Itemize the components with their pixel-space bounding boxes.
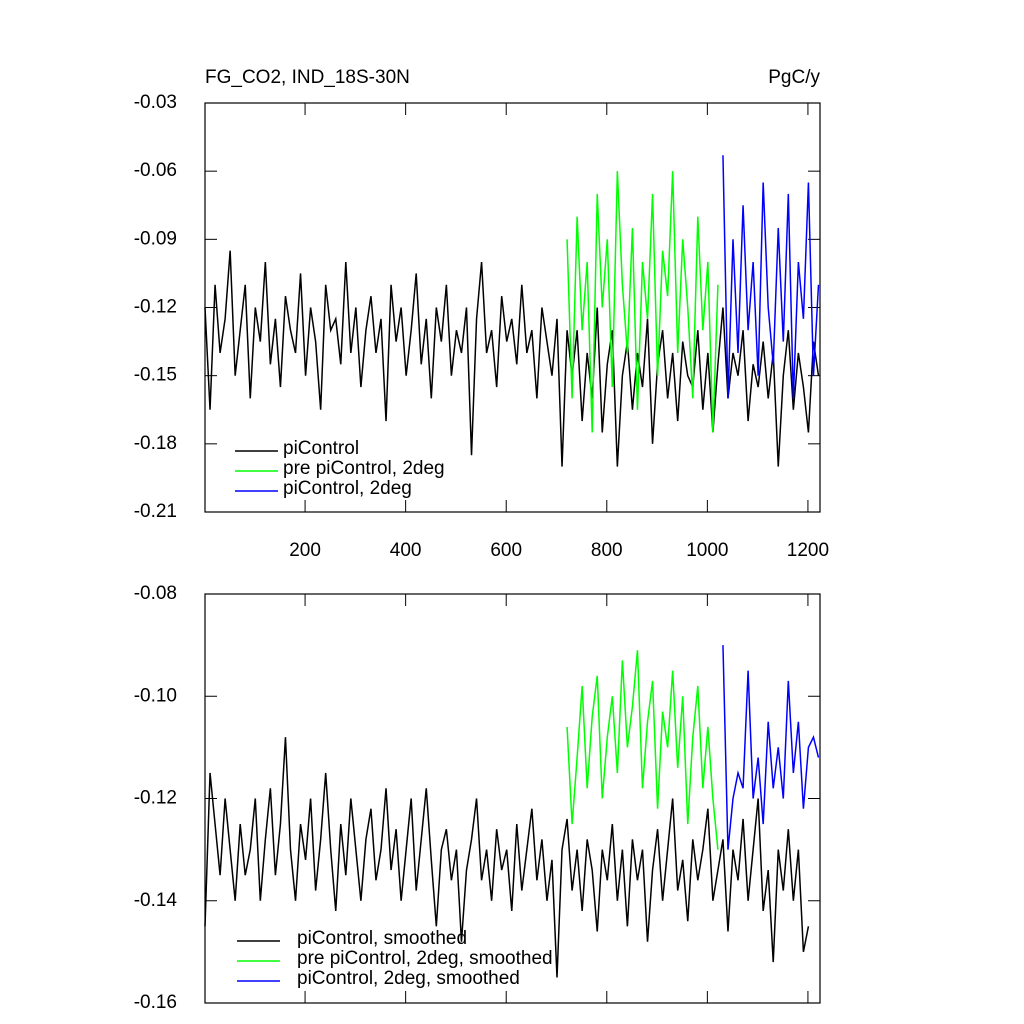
legend-label: piControl, 2deg, smoothed [297,968,520,989]
legend-label: piControl, smoothed [297,928,467,949]
series-line [566,171,719,433]
series-line [204,737,810,978]
y-tick-label: -0.03 [134,92,177,113]
x-tick-label: 800 [591,540,623,561]
y-tick-label: -0.18 [134,433,177,454]
y-tick-label: -0.16 [134,992,177,1013]
plot-frame [204,102,821,513]
series-line [566,650,719,850]
x-tick-label: 600 [490,540,522,561]
legend-label: piControl, 2deg [283,478,412,499]
y-tick-label: -0.12 [134,788,177,809]
series-line [722,645,820,850]
y-tick-label: -0.12 [134,297,177,318]
y-tick-label: -0.08 [134,583,177,604]
x-tick-label: 1200 [787,540,829,561]
x-tick-label: 400 [390,540,422,561]
y-tick-label: -0.21 [134,501,177,522]
x-tick-label: 200 [289,540,321,561]
chart-title: FG_CO2, IND_18S-30N [205,67,410,88]
units-label: PgC/y [768,67,820,88]
y-tick-label: -0.14 [134,890,178,911]
series-line [722,155,820,399]
plot-frame [204,593,821,1004]
series-line [204,250,820,467]
legend-label: pre piControl, 2deg [283,458,445,479]
y-tick-label: -0.06 [134,160,177,181]
y-tick-label: -0.15 [134,365,177,386]
x-tick-label: 1000 [686,540,728,561]
legend-label: piControl [283,438,359,459]
y-tick-label: -0.10 [134,685,177,706]
legend-label: pre piControl, 2deg, smoothed [297,948,553,969]
y-tick-label: -0.09 [134,228,177,249]
